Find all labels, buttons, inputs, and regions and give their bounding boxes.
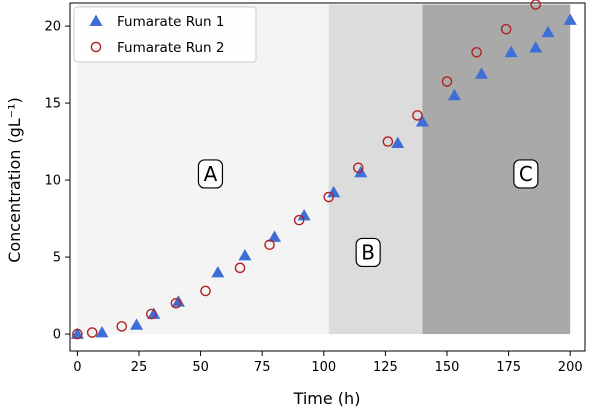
y-axis-title-text: Concentration (5, 150, 24, 263)
legend: Fumarate Run 1 Fumarate Run 2 (73, 6, 257, 63)
legend-marker-run2 (90, 41, 102, 53)
run2-point (293, 214, 305, 226)
region-labels: A B C (197, 159, 539, 268)
run2-point (412, 110, 423, 121)
region-c-label-box (513, 159, 539, 189)
x-tick-label-200: 200 (558, 360, 583, 375)
run2-point (530, 0, 542, 10)
run1-point (327, 185, 341, 198)
run1-point (447, 88, 461, 101)
x-tick-label-100: 100 (311, 360, 336, 375)
x-tick-label-175: 175 (496, 360, 521, 375)
run1-point (541, 25, 555, 38)
run1-point (70, 327, 84, 339)
run2-point (170, 297, 182, 309)
y-tick-label-0: 0 (53, 328, 61, 343)
x-tick-label-50: 50 (192, 360, 209, 375)
run1-point (147, 307, 161, 319)
axes: 0 25 50 75 100 125 150 175 200 0 5 10 15 20 (44, 2, 586, 375)
region-c-label: C (519, 162, 533, 186)
run1-point (563, 13, 577, 25)
plot-frame (69, 2, 586, 352)
run2-point (72, 328, 83, 340)
x-tick-label-150: 150 (435, 360, 460, 375)
legend-label-run2: Fumarate Run 2 (117, 40, 225, 56)
y-tick-label-20: 20 (44, 20, 61, 35)
run1-point (297, 208, 311, 221)
y-tick-label-15: 15 (44, 97, 61, 112)
x-tick-label-125: 125 (373, 360, 398, 375)
run2-point (264, 239, 275, 251)
run1-point (529, 41, 543, 53)
x-axis-title: Time (h) (293, 389, 361, 408)
y-tick-label-10: 10 (44, 174, 61, 189)
x-tick-label-75: 75 (254, 360, 271, 375)
run2-point (116, 321, 128, 332)
run2-point (323, 191, 335, 203)
run1-point (475, 67, 489, 79)
run1-point (238, 249, 252, 261)
run2-point (441, 76, 453, 87)
x-tick-label-0: 0 (73, 360, 81, 375)
region-c-band (422, 4, 571, 335)
x-tick-label-25: 25 (131, 360, 148, 375)
legend-box (73, 6, 257, 63)
legend-marker-run1 (89, 14, 103, 26)
run2-point (86, 327, 98, 338)
run1-point (130, 318, 144, 330)
run2-point (353, 162, 364, 174)
run1-point (95, 326, 109, 338)
run2-point (234, 262, 246, 274)
region-b-label: B (361, 240, 375, 264)
run1-point (415, 115, 429, 127)
run1-point (268, 230, 282, 242)
run2-point (146, 308, 157, 320)
y-axis-title-unit: (gL⁻¹) (5, 97, 24, 143)
run1-point (504, 45, 518, 58)
legend-label-run1: Fumarate Run 1 (117, 14, 225, 30)
run2-point (500, 23, 512, 35)
run2-point (471, 46, 482, 58)
y-axis-title: Concentration (gL⁻¹) (5, 97, 24, 263)
region-a-label: A (204, 162, 218, 186)
region-a-label-box (197, 159, 224, 189)
run1-point (391, 136, 405, 148)
data-points (70, 0, 577, 340)
region-b-band (328, 4, 423, 335)
run2-point (200, 285, 211, 297)
region-b-label-box (355, 237, 381, 268)
run1-point (211, 265, 225, 278)
run2-point (382, 136, 394, 147)
y-tick-label-5: 5 (53, 251, 61, 266)
run1-point (171, 295, 185, 307)
